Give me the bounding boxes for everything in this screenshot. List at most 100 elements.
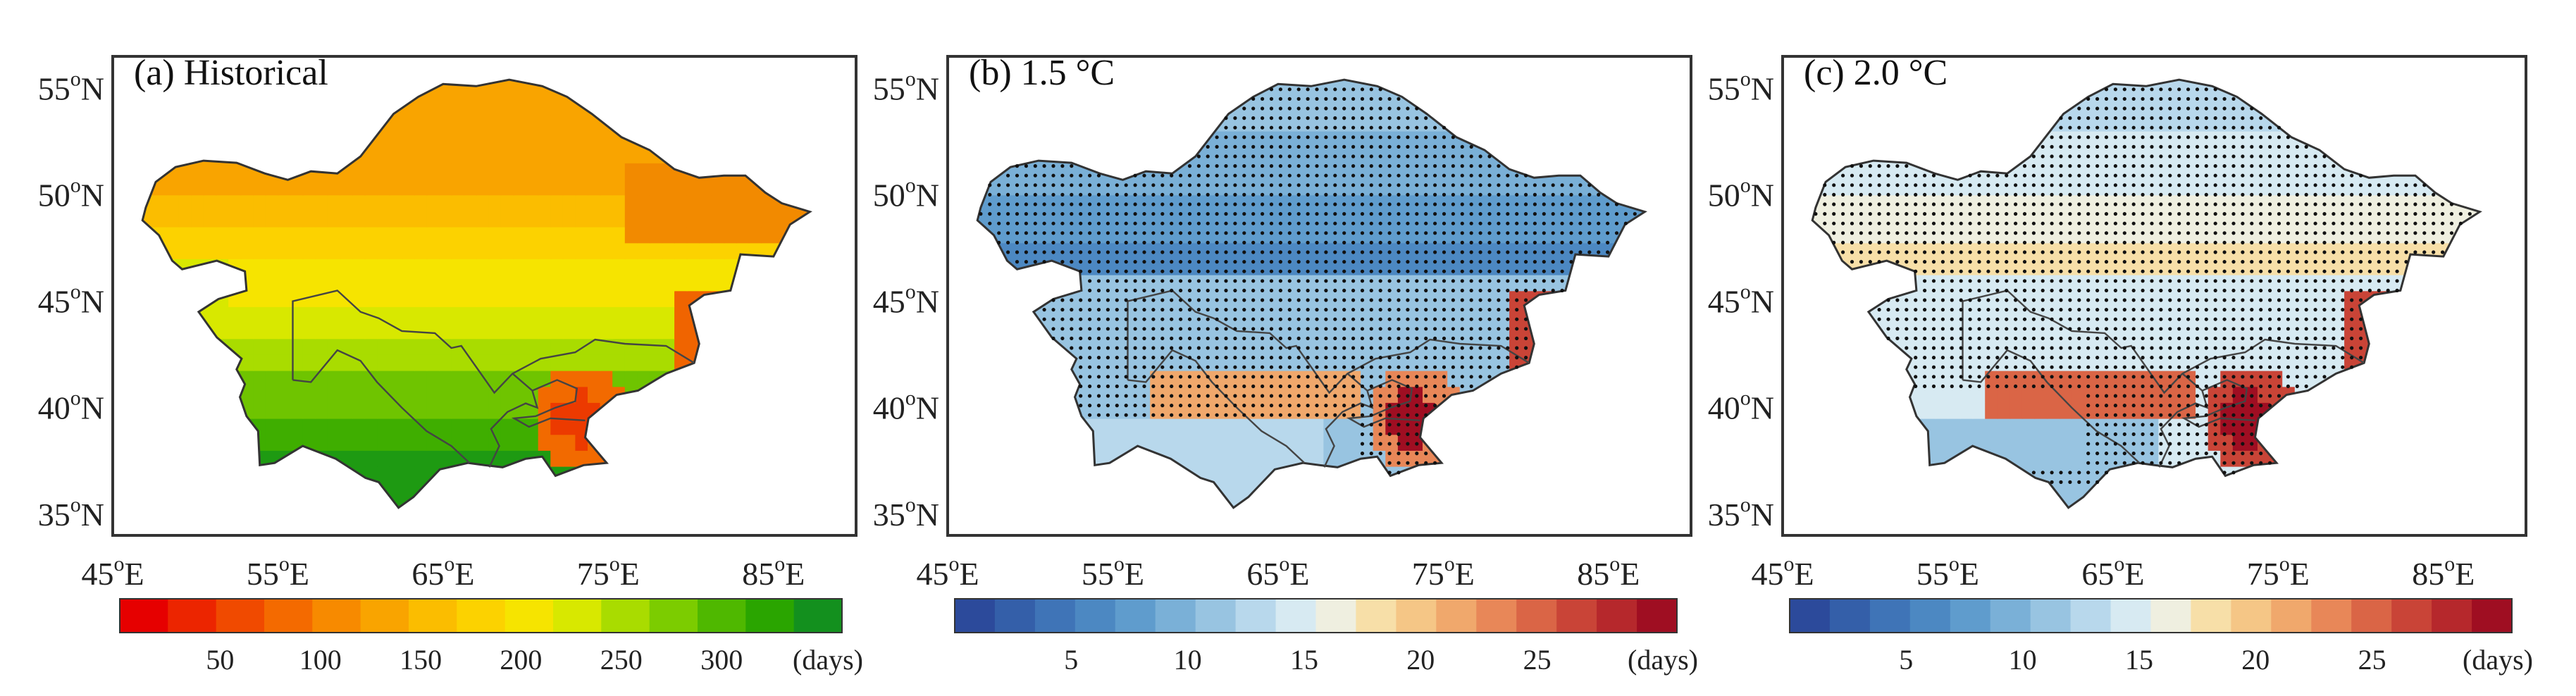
lon-label: 45oE [916,552,979,592]
map-svg: 55oN 50oN 45oN 40oN 35oN 45oE 55oE 65oE 75oE 85oE… [873,53,1698,676]
lon-label: 55oE [1916,552,1979,592]
lon-label: 65oE [411,552,474,592]
colorbar-swatch [1476,599,1517,633]
colorbar-swatch [1275,599,1317,633]
lon-label: 45oE [1751,552,1814,592]
colorbar-tick-label: 15 [1290,644,1318,676]
colorbar-swatch [120,599,168,633]
lat-label: 35oN [873,493,939,533]
colorbar-swatch [1516,599,1557,633]
colorbar-tick-label: 10 [1174,644,1202,676]
country-border [292,290,695,394]
colorbar-swatch [1556,599,1597,633]
lat-label: 50oN [38,173,104,213]
colorbar-swatch [601,599,650,633]
region-outline [141,78,812,509]
colorbar-swatch [793,599,843,633]
region-outline [1811,78,2482,509]
colorbar-swatch [1034,599,1076,633]
colorbar-swatch [2432,599,2472,633]
colorbar-swatch [1950,599,1991,633]
colorbar-swatch [698,599,746,633]
colorbar-swatch [409,599,457,633]
colorbar-swatch [1315,599,1356,633]
lat-label: 50oN [873,173,939,213]
country-border [488,379,586,468]
significance-dots [979,87,1637,475]
colorbar-swatch [955,599,996,633]
lat-label: 40oN [873,387,939,426]
panel-historical: 55oN 50oN 45oN 40oN 35oN 45oE 55oE 65oE 75oE 85oE… [28,0,874,696]
colorbar-swatch [1829,599,1871,633]
colorbar-swatch [1115,599,1156,633]
colorbar-swatch [168,599,217,633]
panel-title: (a) Historical [134,53,328,93]
colorbar-swatch [504,599,554,633]
lat-label: 40oN [38,387,104,426]
country-border [292,349,471,464]
lat-label: 50oN [1708,173,1774,213]
colorbar-tick-label: 20 [1406,644,1435,676]
panel-title: (b) 1.5 °C [969,53,1115,93]
colorbar-swatch [2070,599,2112,633]
lon-label: 85oE [1577,552,1640,592]
colorbar-swatch [1637,599,1678,633]
colorbar-tick-label: 5 [1899,644,1913,676]
colorbar-tick-label: 150 [400,644,442,676]
colorbar-swatch [264,599,313,633]
lon-label: 85oE [2412,552,2475,592]
lon-label: 75oE [2247,552,2310,592]
region-outline [976,78,1647,509]
country-border [1346,373,1368,392]
colorbar-tick-label: 5 [1064,644,1078,676]
colorbar-swatch [2271,599,2312,633]
colorbar-swatch [1235,599,1277,633]
colorbar-swatch [1869,599,1911,633]
colorbar-swatch [1990,599,2031,633]
colorbar-tick-label: 100 [299,644,342,676]
colorbar-swatch [1155,599,1196,633]
colorbar-swatch [2110,599,2152,633]
colorbar-swatch [2351,599,2392,633]
colorbar-tick-label: 25 [1523,644,1552,676]
colorbar: 50 100 150 200 250 300 (days) [119,598,863,676]
lat-label: 35oN [38,493,104,533]
colorbar-tick-label: 300 [700,644,743,676]
colorbar-unit: (days) [2463,644,2533,676]
colorbar-swatch [2231,599,2272,633]
colorbar-tick-label: 20 [2241,644,2270,676]
colorbar-swatch [2030,599,2072,633]
lat-label: 45oN [1708,280,1774,320]
country-border [512,373,533,392]
colorbar-swatch [994,599,1036,633]
map-svg: 55oN 50oN 45oN 40oN 35oN 45oE 55oE 65oE 75oE 85oE… [1708,53,2533,676]
colorbar-swatch [1909,599,1951,633]
colorbar-swatch [457,599,506,633]
lat-label: 40oN [1708,387,1774,426]
panel-2-0c: 55oN 50oN 45oN 40oN 35oN 45oE 55oE 65oE 75oE 85oE… [1698,0,2544,696]
lon-label: 65oE [1246,552,1309,592]
lat-label: 55oN [873,67,939,106]
country-border [2181,373,2203,392]
colorbar-tick-label: 250 [600,644,643,676]
colorbar-swatch [2150,599,2191,633]
colorbar-swatch [360,599,409,633]
colorbar-swatch [1790,599,1831,633]
colorbar-swatch [1436,599,1477,633]
panel-title: (c) 2.0 °C [1804,53,1948,93]
colorbar-swatch [1396,599,1437,633]
colorbar-swatch [1356,599,1397,633]
lon-label: 55oE [1082,552,1144,592]
country-border [1323,379,1420,468]
colorbar-swatch [216,599,265,633]
panel-1-5c: 55oN 50oN 45oN 40oN 35oN 45oE 55oE 65oE 75oE 85oE… [863,0,1709,696]
colorbar: 5 10 15 20 25 (days) [954,598,1698,676]
colorbar-swatch [553,599,602,633]
colorbar-swatch [649,599,698,633]
colorbar-swatch [2391,599,2432,633]
colorbar-swatch [312,599,361,633]
lon-label: 65oE [2081,552,2144,592]
lat-label: 45oN [873,280,939,320]
colorbar-unit: (days) [793,644,863,676]
significance-dots [1814,87,2472,485]
